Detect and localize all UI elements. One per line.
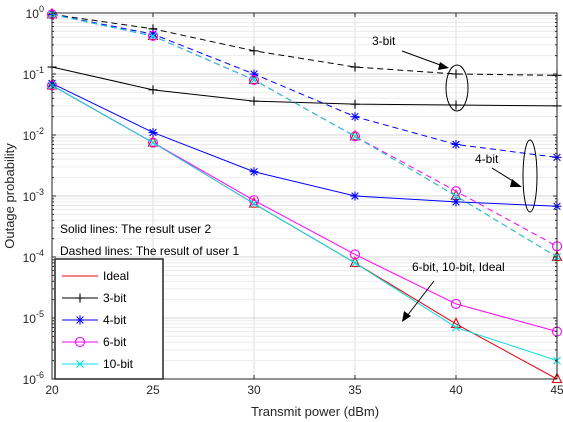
series-3-bit-solid	[47, 62, 562, 111]
data-point-circle	[349, 131, 361, 142]
y-tick-label: 10-4	[23, 248, 44, 265]
legend-entry-3-bit: 3-bit	[62, 291, 127, 305]
legend-entry-10-bit: 10-bit	[62, 357, 134, 371]
data-point-star	[451, 197, 461, 207]
legend-label: Ideal	[103, 269, 129, 283]
solid-lines-note: Solid lines: The result user 2	[60, 222, 212, 236]
y-tick-label: 100	[26, 4, 44, 21]
legend-box	[54, 258, 164, 380]
y-tick-label: 10-6	[23, 370, 44, 387]
data-point-star	[350, 112, 360, 122]
x-tick-label: 45	[550, 383, 563, 397]
data-point-circle	[450, 298, 462, 309]
series-line	[51, 66, 558, 107]
data-point-circle	[248, 195, 260, 206]
data-point-circle	[147, 30, 159, 42]
arrow-6bit	[402, 280, 435, 322]
data-point-x	[351, 258, 359, 267]
data-point-plus	[249, 46, 259, 56]
legend-entry-ideal: Ideal	[62, 269, 129, 283]
ellipse-4bit	[522, 139, 538, 213]
data-point-circle	[248, 74, 260, 85]
annotation-6bit-10bit-ideal: 6-bit, 10-bit, Ideal	[412, 260, 505, 274]
data-point-x	[250, 199, 258, 208]
arrow-3bit	[401, 50, 449, 70]
data-point-x	[76, 360, 84, 368]
data-point-circle	[147, 137, 159, 148]
data-point-star	[350, 191, 360, 201]
data-point-star	[451, 139, 461, 149]
data-point-plus	[451, 100, 461, 110]
series-line	[51, 82, 558, 207]
annotation-3bit: 3-bit	[372, 34, 396, 48]
data-point-x	[149, 31, 157, 40]
series-line	[51, 84, 558, 362]
data-point-star	[249, 167, 259, 177]
x-tick-label: 20	[45, 383, 59, 397]
ellipse-3bit	[445, 64, 469, 112]
data-point-x	[149, 138, 157, 147]
data-point-plus	[249, 96, 259, 106]
x-tick-label: 35	[348, 383, 362, 397]
x-axis-label: Transmit power (dBm)	[251, 404, 379, 419]
y-tick-label: 10-2	[23, 126, 44, 143]
dashed-lines-note: Dashed lines: The result of user 1	[60, 244, 240, 258]
data-point-triangle	[349, 129, 361, 141]
x-tick-label: 30	[247, 383, 261, 397]
data-point-x	[250, 75, 258, 84]
x-tick-label: 25	[146, 383, 160, 397]
data-point-x	[452, 323, 460, 332]
data-point-plus	[350, 62, 360, 72]
arrow-4bit	[491, 167, 522, 187]
data-point-star	[148, 127, 158, 137]
data-point-plus	[75, 293, 85, 303]
data-point-triangle	[551, 372, 563, 384]
x-tick-label: 40	[449, 383, 463, 397]
data-point-plus	[148, 85, 158, 95]
data-point-circle	[349, 249, 361, 260]
y-tick-label: 10-1	[23, 65, 44, 82]
series-line	[51, 13, 558, 158]
series-line	[51, 13, 558, 76]
data-point-circle	[74, 336, 86, 348]
legend-entry-4-bit: 4-bit	[62, 313, 127, 327]
tick-labels: 20 25 30 35 40 45 100 10-1 10-2 10-3 10-4 10-5 10-6	[23, 4, 563, 397]
data-point-x	[452, 192, 460, 200]
series-line	[51, 13, 558, 258]
y-tick-label: 10-5	[23, 309, 44, 326]
legend-entry-6-bit: 6-bit	[62, 335, 127, 349]
data-point-plus	[350, 99, 360, 109]
annotation-4bit: 4-bit	[475, 152, 499, 166]
data-point-plus	[451, 69, 461, 79]
legend-label: 10-bit	[103, 357, 134, 371]
axes-frame	[51, 12, 558, 380]
legend: Ideal 3-bit 4-bit 6-bit 10-bit	[54, 258, 164, 380]
legend-label: 6-bit	[103, 335, 127, 349]
data-point-x	[351, 132, 359, 141]
legend-label: 3-bit	[103, 291, 127, 305]
y-tick-label: 10-3	[23, 187, 44, 204]
data-point-star	[75, 315, 85, 325]
legend-label: 4-bit	[103, 313, 127, 327]
y-axis-label: Outage probability	[2, 143, 17, 249]
